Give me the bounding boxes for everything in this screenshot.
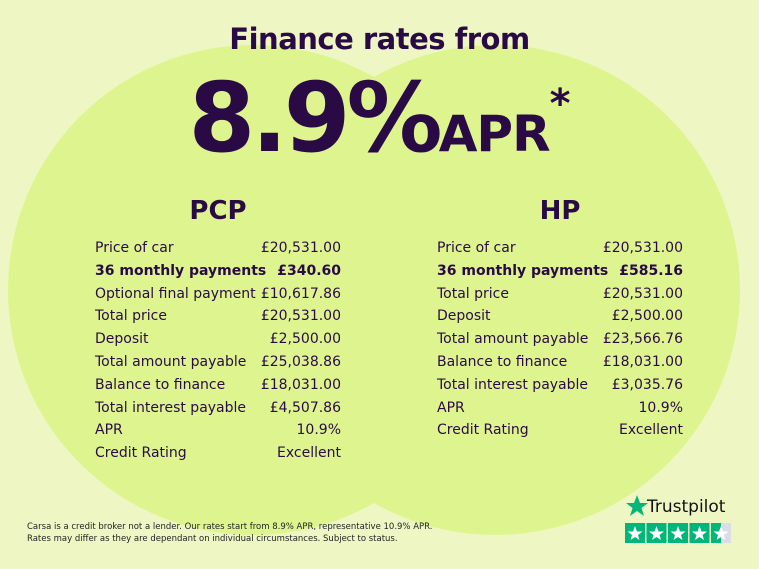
row-label: Deposit bbox=[437, 308, 491, 325]
row-value: £2,500.00 bbox=[269, 331, 341, 348]
rate: 8.9% bbox=[188, 62, 442, 174]
hp-title: HP bbox=[539, 196, 581, 226]
row-value: £3,035.76 bbox=[611, 376, 683, 393]
row-label: APR bbox=[95, 422, 123, 439]
row-value: 10.9% bbox=[296, 422, 341, 439]
title: Finance rates from bbox=[229, 22, 530, 56]
table-row: Total amount payable £25,038.86 bbox=[95, 354, 341, 376]
table-row: 36 monthly payments £585.16 bbox=[437, 263, 683, 285]
rate-line: 8.9%APR* bbox=[0, 62, 759, 174]
table-row: Balance to finance £18,031.00 bbox=[95, 377, 341, 399]
bg-circle bbox=[250, 45, 740, 535]
trustpilot-logo-star bbox=[626, 495, 648, 516]
row-label: Total interest payable bbox=[95, 399, 247, 416]
row-label: 36 monthly payments bbox=[95, 262, 267, 279]
table-row: Deposit £2,500.00 bbox=[95, 331, 341, 353]
row-label: Deposit bbox=[95, 331, 149, 348]
row-value: Excellent bbox=[619, 422, 683, 439]
row-value: £18,031.00 bbox=[260, 376, 341, 393]
disclaimer: Rates may differ as they are dependant o… bbox=[27, 534, 398, 544]
table-row: Total price £20,531.00 bbox=[437, 286, 683, 308]
row-label: Total amount payable bbox=[95, 354, 247, 370]
row-label: Total price bbox=[437, 285, 509, 302]
row-label: Balance to finance bbox=[95, 376, 226, 393]
pcp-title: PCP bbox=[189, 196, 247, 226]
row-value: 10.9% bbox=[638, 399, 683, 416]
row-value: £25,038.86 bbox=[260, 354, 341, 370]
row-value: £2,500.00 bbox=[611, 308, 683, 325]
table-row: Deposit £2,500.00 bbox=[437, 308, 683, 330]
row-value: £20,531.00 bbox=[260, 240, 341, 256]
row-value: Excellent bbox=[277, 445, 341, 462]
row-label: Balance to finance bbox=[437, 354, 568, 370]
table-row: Total interest payable £3,035.76 bbox=[437, 377, 683, 399]
row-label: 36 monthly payments bbox=[437, 262, 609, 279]
table-row: Optional final payment £10,617.86 bbox=[95, 286, 341, 308]
table-row: Total amount payable £23,566.76 bbox=[437, 331, 683, 353]
row-value: £20,531.00 bbox=[260, 308, 341, 325]
row-value: £585.16 bbox=[619, 262, 683, 279]
row-label: Price of car bbox=[95, 240, 174, 256]
table-row: Price of car £20,531.00 bbox=[95, 240, 341, 262]
table-row: Credit Rating Excellent bbox=[437, 422, 683, 444]
row-value: £340.60 bbox=[277, 262, 341, 279]
table-row: Credit Rating Excellent bbox=[95, 445, 341, 467]
table-row: Price of car £20,531.00 bbox=[437, 240, 683, 262]
row-label: Credit Rating bbox=[95, 445, 187, 462]
table-row: Total price £20,531.00 bbox=[95, 308, 341, 330]
row-value: £10,617.86 bbox=[260, 285, 341, 302]
table-row: Total interest payable £4,507.86 bbox=[95, 400, 341, 422]
apr: APR bbox=[438, 105, 551, 163]
row-value: £18,031.00 bbox=[602, 354, 683, 370]
table-row: Balance to finance £18,031.00 bbox=[437, 354, 683, 376]
row-value: £4,507.86 bbox=[269, 399, 341, 416]
row-value: £23,566.76 bbox=[602, 331, 683, 348]
brand: Trustpilot bbox=[647, 497, 726, 517]
row-label: Total price bbox=[95, 308, 167, 325]
row-label: Total interest payable bbox=[437, 376, 589, 393]
table-row: 36 monthly payments £340.60 bbox=[95, 263, 341, 285]
row-label: APR bbox=[437, 399, 465, 416]
row-label: Optional final payment bbox=[95, 285, 256, 302]
asterisk: * bbox=[549, 81, 571, 127]
row-value: £20,531.00 bbox=[602, 240, 683, 256]
table-row: APR 10.9% bbox=[95, 422, 341, 444]
rating-stars bbox=[625, 523, 731, 543]
row-label: Price of car bbox=[437, 240, 516, 256]
disclaimer: Carsa is a credit broker not a lender. O… bbox=[27, 522, 433, 532]
row-label: Credit Rating bbox=[437, 422, 529, 439]
row-label: Total amount payable bbox=[437, 331, 589, 348]
row-value: £20,531.00 bbox=[602, 285, 683, 302]
table-row: APR 10.9% bbox=[437, 400, 683, 422]
